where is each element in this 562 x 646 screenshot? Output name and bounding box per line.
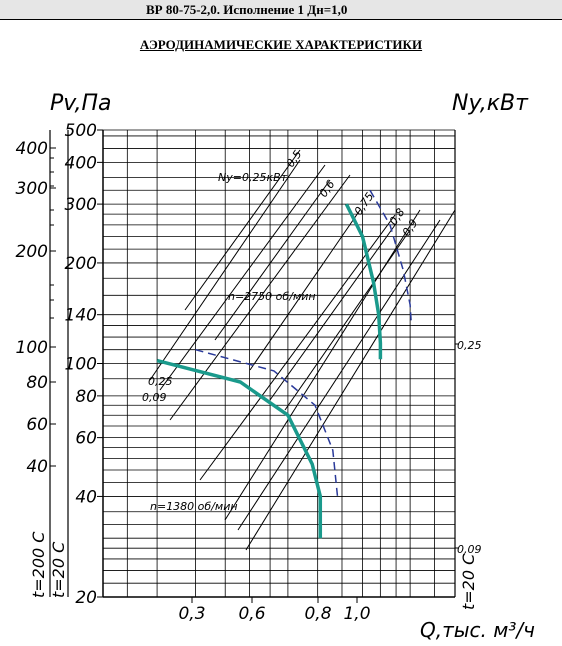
t200-tick-label: 300	[16, 179, 48, 199]
x-tick-label: 1,0	[343, 604, 370, 624]
header-bar: ВР 80-75-2,0. Исполнение 1 Дн=1,0	[0, 0, 562, 20]
x-tick-label: 0,8	[304, 604, 331, 624]
t200-tick-label: 40	[26, 457, 48, 477]
efficiency-curve-0	[369, 189, 413, 326]
x-tick-label: 0,6	[238, 604, 265, 624]
t200-tick-label: 100	[16, 338, 48, 358]
power-line	[214, 179, 331, 341]
y2-axis-title: Ny,кВт	[452, 91, 529, 116]
power-line	[184, 149, 301, 311]
x-tick-label: 0,3	[178, 604, 205, 624]
right-axis-title: t=20 С	[459, 553, 478, 610]
y-axis-title: Pv,Па	[50, 91, 112, 116]
power-label: Ny=0,25кВт	[218, 171, 288, 184]
y-tick-label: 500	[65, 121, 97, 141]
power-line	[159, 164, 326, 391]
t200-tick-label: 80	[26, 373, 48, 393]
series-label-1380: n=1380 об/мин	[150, 500, 238, 513]
power-line	[249, 209, 361, 371]
power-label: 0,5	[284, 148, 305, 170]
power-label: 0,9	[400, 217, 421, 239]
chart-title: АЭРОДИНАМИЧЕСКИЕ ХАРАКТЕРИСТИКИ	[139, 37, 423, 52]
power-line	[199, 214, 396, 481]
power-line	[224, 209, 421, 521]
power-line	[169, 174, 351, 421]
y-tick-label: 60	[75, 429, 97, 449]
y-tick-label: 20	[75, 588, 97, 608]
power-line	[284, 229, 411, 411]
power-line	[237, 219, 441, 531]
header-title: ВР 80-75-2,0. Исполнение 1 Дн=1,0	[146, 2, 348, 17]
t200-tick-label: 400	[16, 139, 48, 159]
power-label: 0,25	[148, 375, 173, 388]
y-tick-label: 40	[75, 487, 97, 507]
y-tick-label: 80	[75, 387, 97, 407]
right-tick-label-009: 0,09	[457, 543, 482, 556]
t200-axis-title: t=200 С	[29, 531, 48, 598]
power-line	[245, 209, 456, 551]
t20-axis-title: t=20 С	[49, 541, 68, 598]
series-label-2750: n=2750 об/мин	[228, 290, 316, 303]
power-line	[149, 159, 301, 381]
efficiency-curve-1	[195, 348, 339, 497]
y-tick-label: 100	[65, 355, 97, 375]
series-curve-1	[156, 358, 323, 539]
t200-tick-label: 200	[16, 242, 48, 262]
y-tick-label: 140	[65, 306, 97, 326]
y-tick-label: 200	[65, 254, 97, 274]
power-label: 0,09	[142, 391, 167, 404]
y-tick-label: 400	[65, 153, 97, 173]
t200-tick-label: 60	[26, 415, 48, 435]
y-tick-label: 300	[65, 195, 97, 215]
x-axis-title: Q,тыс. м³/ч	[420, 618, 535, 642]
power-line	[269, 224, 396, 401]
series-curve-0	[344, 203, 383, 360]
right-tick-label-025: 0,25	[457, 339, 482, 352]
